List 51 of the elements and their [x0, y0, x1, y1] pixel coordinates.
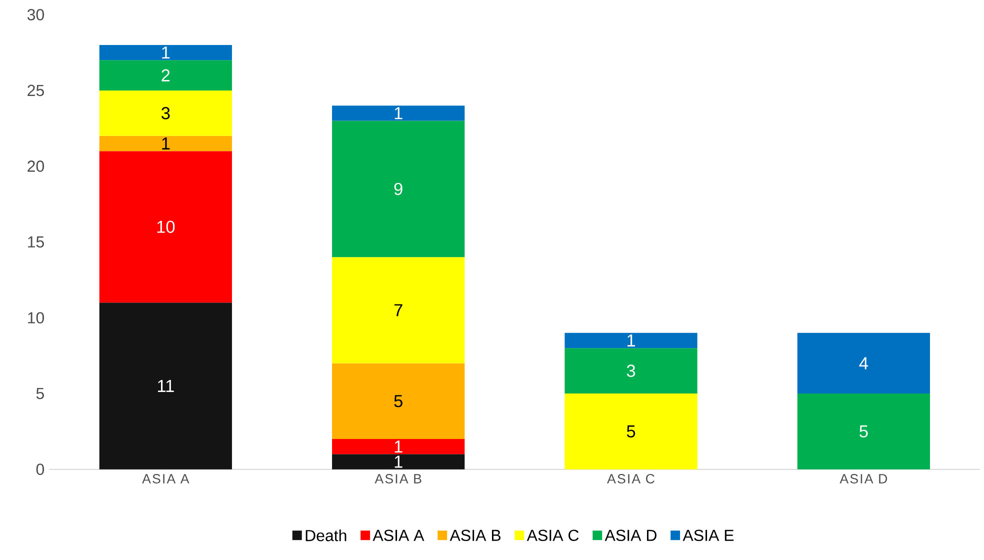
- x-tick-label: ASIA B: [374, 474, 422, 484]
- bar: [332, 363, 465, 440]
- data-label: 2: [162, 69, 170, 82]
- bar: [99, 90, 232, 136]
- bar: [564, 348, 698, 394]
- data-label: 5: [394, 395, 402, 408]
- bar: [99, 302, 232, 470]
- y-tick-label: 0: [36, 464, 44, 475]
- bar: [797, 394, 930, 470]
- legend-label: ASIA B: [450, 530, 500, 542]
- bar: [564, 394, 698, 470]
- data-label: 4: [859, 357, 868, 370]
- bar: [99, 60, 232, 90]
- data-label: 5: [860, 425, 868, 438]
- x-tick-label: ASIA C: [607, 474, 654, 484]
- bar: [332, 106, 465, 121]
- data-label: 11: [158, 380, 174, 392]
- data-label: 9: [394, 182, 402, 196]
- bar: [797, 332, 930, 394]
- bar: [332, 454, 465, 470]
- data-label: 1: [394, 107, 402, 120]
- y-tick-label: 30: [27, 9, 44, 20]
- legend-label: ASIA D: [604, 530, 656, 542]
- data-label: 5: [626, 425, 636, 438]
- y-tick-label: 25: [28, 84, 44, 96]
- legend-label: ASIA E: [682, 530, 734, 542]
- data-label: 1: [162, 138, 170, 150]
- data-label: 1: [628, 334, 635, 346]
- y-tick-label: 5: [36, 388, 44, 400]
- legend-label: Death: [306, 530, 346, 542]
- legend-label: ASIA A: [372, 530, 424, 542]
- y-tick-label: 15: [28, 236, 44, 248]
- data-label: 1: [394, 456, 402, 468]
- bar: [99, 44, 232, 60]
- data-label: 7: [394, 304, 402, 316]
- x-tick-label: ASIA A: [142, 474, 190, 484]
- data-label: 10: [157, 220, 175, 233]
- data-label: 3: [162, 107, 170, 120]
- bar: [99, 136, 232, 152]
- bar: [332, 257, 465, 364]
- bar: [332, 439, 465, 454]
- bar: [564, 332, 698, 348]
- bar: [99, 151, 232, 303]
- x-tick-label: ASIA D: [840, 474, 888, 484]
- data-label: 1: [162, 46, 170, 59]
- data-label: 1: [394, 440, 402, 453]
- data-label: 3: [626, 364, 636, 377]
- legend-label: ASIA C: [526, 530, 579, 542]
- bar: [332, 120, 465, 258]
- y-tick-label: 20: [28, 160, 44, 172]
- y-tick-label: 10: [28, 312, 44, 324]
